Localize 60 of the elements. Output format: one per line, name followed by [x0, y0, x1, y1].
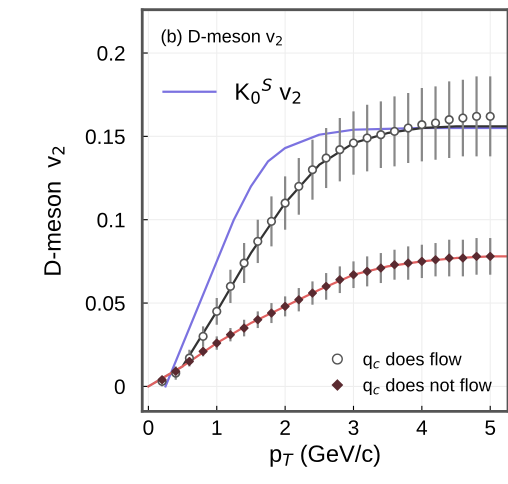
point: [417, 120, 426, 130]
point: [486, 252, 495, 261]
point: [390, 260, 400, 270]
point: [376, 130, 386, 140]
point: [294, 295, 304, 304]
point: [444, 115, 454, 124]
x-tick-label: 2: [280, 420, 290, 435]
point: [322, 282, 331, 291]
point: [280, 302, 290, 311]
x-tick-label: 3: [348, 420, 358, 436]
y-tick-label: 0.2: [97, 46, 125, 61]
y-tick-label: 0.05: [86, 296, 125, 311]
point: [308, 165, 318, 174]
point: [253, 315, 262, 324]
y-tick-label: 0: [114, 379, 125, 394]
y-axis-title: D-meson v$_{2}$: [44, 146, 65, 275]
y-tick-label: 0.15: [86, 129, 125, 144]
x-tick-label: 0: [143, 420, 154, 436]
point: [226, 282, 236, 292]
point: [348, 138, 358, 148]
point: [404, 258, 413, 268]
point: [198, 332, 208, 342]
y-tick-label: 0.1: [97, 212, 125, 228]
point: [294, 182, 304, 192]
point: [212, 306, 222, 316]
point: [335, 145, 344, 154]
point: [472, 112, 482, 121]
point: [212, 338, 222, 348]
point: [390, 126, 400, 136]
point: [308, 288, 317, 298]
point: [253, 236, 262, 246]
point: [472, 252, 482, 261]
point: [239, 258, 249, 268]
point: [240, 324, 249, 333]
point: [444, 254, 454, 263]
point: [404, 123, 413, 133]
point: [362, 133, 372, 143]
point: [266, 308, 276, 318]
x-tick-label: 1: [212, 420, 222, 435]
legend-label: q$_{c}$ does flow: [363, 352, 462, 370]
point: [362, 266, 372, 276]
point: [458, 113, 468, 123]
point: [348, 270, 358, 280]
point: [266, 216, 276, 226]
point: [280, 198, 290, 208]
text: (b) D-meson v$_{2}$: [162, 29, 282, 46]
legend-label: K$_{0}$$^{S}$ v$_{2}$: [236, 78, 300, 104]
x-tick-label: 5: [485, 420, 496, 436]
point: [335, 275, 344, 284]
point: [322, 153, 331, 163]
point: [486, 112, 495, 121]
point: [430, 118, 440, 128]
point: [417, 256, 426, 266]
x-axis-title: p$_{T}$ (GeV/c): [270, 444, 380, 467]
point: [376, 264, 386, 273]
legend-label: q$_{c}$ does not flow: [363, 378, 492, 396]
x-tick-label: 4: [416, 420, 428, 435]
point: [458, 254, 468, 263]
point: [226, 330, 235, 340]
point: [431, 255, 440, 264]
